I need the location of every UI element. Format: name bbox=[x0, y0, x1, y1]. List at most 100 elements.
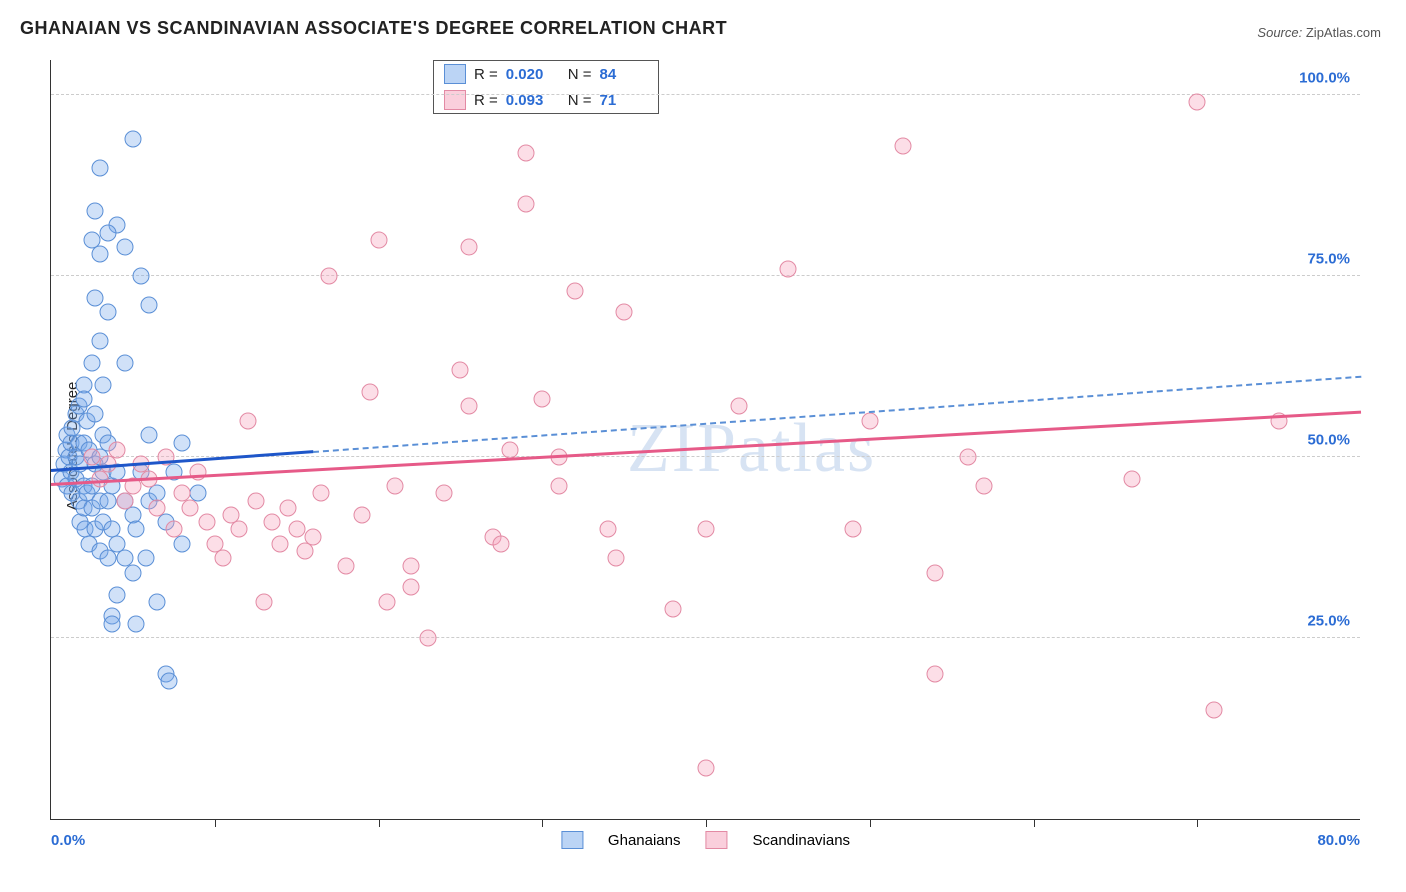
stat-n-value: 84 bbox=[600, 66, 648, 83]
data-point-b bbox=[403, 557, 420, 574]
data-point-b bbox=[460, 398, 477, 415]
data-point-b bbox=[321, 268, 338, 285]
data-point-b bbox=[370, 231, 387, 248]
x-axis-min-label: 0.0% bbox=[51, 832, 85, 849]
data-point-a bbox=[100, 224, 117, 241]
data-point-b bbox=[247, 492, 264, 509]
chart-title: GHANAIAN VS SCANDINAVIAN ASSOCIATE'S DEG… bbox=[20, 18, 727, 39]
data-point-b bbox=[255, 593, 272, 610]
data-point-b bbox=[231, 521, 248, 538]
gridline bbox=[51, 637, 1360, 638]
scatter-plot-area: ZIPatlas R = 0.020 N = 84 R = 0.093 N = … bbox=[50, 60, 1360, 820]
data-point-b bbox=[198, 514, 215, 531]
gridline bbox=[51, 275, 1360, 276]
data-point-b bbox=[517, 145, 534, 162]
data-point-a bbox=[116, 239, 133, 256]
data-point-a bbox=[103, 615, 120, 632]
data-point-b bbox=[419, 630, 436, 647]
data-point-a bbox=[124, 564, 141, 581]
legend-swatch-ghanaians-icon bbox=[561, 831, 583, 849]
x-tick bbox=[379, 819, 380, 827]
data-point-b bbox=[386, 478, 403, 495]
data-point-a bbox=[116, 355, 133, 372]
data-point-b bbox=[165, 521, 182, 538]
data-point-b bbox=[354, 507, 371, 524]
source-value: ZipAtlas.com bbox=[1306, 25, 1381, 40]
data-point-a bbox=[160, 673, 177, 690]
data-point-b bbox=[296, 543, 313, 560]
data-point-a bbox=[174, 434, 191, 451]
data-point-b bbox=[108, 441, 125, 458]
data-point-a bbox=[87, 289, 104, 306]
data-point-b bbox=[665, 601, 682, 618]
x-tick bbox=[870, 819, 871, 827]
data-point-b bbox=[272, 535, 289, 552]
y-tick-label: 100.0% bbox=[1299, 70, 1350, 87]
data-point-b bbox=[83, 449, 100, 466]
data-point-b bbox=[116, 492, 133, 509]
data-point-b bbox=[607, 550, 624, 567]
data-point-b bbox=[894, 137, 911, 154]
data-point-b bbox=[288, 521, 305, 538]
x-tick bbox=[706, 819, 707, 827]
legend-swatch-scandinavians-icon bbox=[705, 831, 727, 849]
data-point-b bbox=[845, 521, 862, 538]
data-point-a bbox=[83, 355, 100, 372]
data-point-b bbox=[239, 412, 256, 429]
data-point-a bbox=[174, 535, 191, 552]
correlation-stats-box: R = 0.020 N = 84 R = 0.093 N = 71 bbox=[433, 60, 659, 114]
data-point-b bbox=[976, 478, 993, 495]
data-point-b bbox=[313, 485, 330, 502]
data-point-b bbox=[960, 449, 977, 466]
y-tick-label: 25.0% bbox=[1307, 613, 1350, 630]
data-point-a bbox=[95, 376, 112, 393]
data-point-a bbox=[108, 586, 125, 603]
source-attribution: Source: ZipAtlas.com bbox=[1257, 25, 1381, 40]
stat-n-label: N = bbox=[568, 66, 592, 83]
data-point-b bbox=[927, 666, 944, 683]
x-tick bbox=[1197, 819, 1198, 827]
data-point-b bbox=[779, 260, 796, 277]
data-point-b bbox=[337, 557, 354, 574]
source-label: Source: bbox=[1257, 25, 1302, 40]
data-point-a bbox=[141, 427, 158, 444]
legend-label-scandinavians: Scandinavians bbox=[752, 832, 850, 849]
data-point-a bbox=[124, 130, 141, 147]
stats-row-ghanaians: R = 0.020 N = 84 bbox=[434, 61, 658, 87]
data-point-b bbox=[567, 282, 584, 299]
data-point-a bbox=[92, 159, 109, 176]
data-point-b bbox=[378, 593, 395, 610]
data-point-b bbox=[436, 485, 453, 502]
data-point-b bbox=[698, 760, 715, 777]
data-point-b bbox=[599, 521, 616, 538]
data-point-b bbox=[517, 195, 534, 212]
data-point-b bbox=[501, 441, 518, 458]
series-legend: Ghanaians Scandinavians bbox=[561, 831, 850, 849]
data-point-a bbox=[87, 405, 104, 422]
y-tick-label: 50.0% bbox=[1307, 432, 1350, 449]
data-point-a bbox=[149, 593, 166, 610]
data-point-b bbox=[403, 579, 420, 596]
data-point-b bbox=[1205, 702, 1222, 719]
data-point-a bbox=[137, 550, 154, 567]
data-point-b bbox=[730, 398, 747, 415]
data-point-a bbox=[87, 203, 104, 220]
y-tick-label: 75.0% bbox=[1307, 251, 1350, 268]
data-point-a bbox=[100, 550, 117, 567]
x-tick bbox=[1034, 819, 1035, 827]
stats-row-scandinavians: R = 0.093 N = 71 bbox=[434, 87, 658, 113]
data-point-a bbox=[100, 492, 117, 509]
data-point-b bbox=[616, 304, 633, 321]
data-point-b bbox=[362, 383, 379, 400]
data-point-b bbox=[927, 564, 944, 581]
data-point-a bbox=[75, 391, 92, 408]
data-point-a bbox=[92, 333, 109, 350]
x-tick bbox=[215, 819, 216, 827]
data-point-b bbox=[698, 521, 715, 538]
gridline bbox=[51, 94, 1360, 95]
data-point-b bbox=[534, 391, 551, 408]
data-point-b bbox=[861, 412, 878, 429]
data-point-b bbox=[182, 499, 199, 516]
data-point-a bbox=[128, 615, 145, 632]
swatch-scandinavians-icon bbox=[444, 90, 466, 110]
